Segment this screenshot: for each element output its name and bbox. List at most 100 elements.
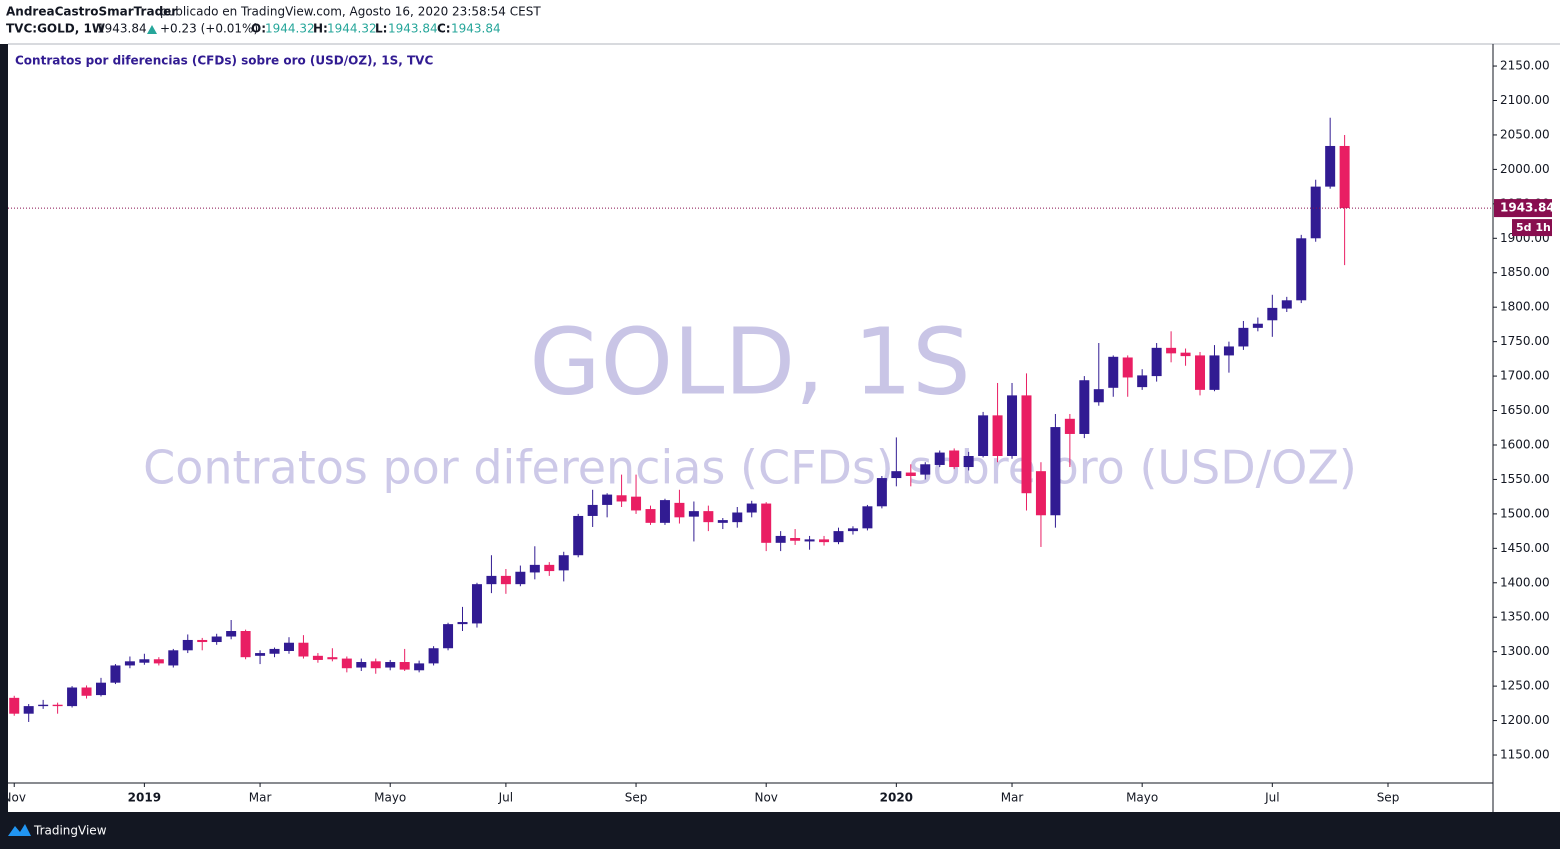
candle-body (804, 539, 815, 542)
candle-body (240, 631, 251, 658)
candle-body (385, 662, 396, 668)
x-tick-label: Mar (1001, 791, 1024, 805)
candle-body (1007, 395, 1018, 457)
y-tick-label: 1750.00 (1500, 334, 1550, 348)
open-label: O: (251, 22, 266, 36)
candle-body (95, 682, 106, 696)
x-tick-label: Jul (1264, 791, 1279, 805)
y-tick-label: 1600.00 (1500, 437, 1550, 451)
y-tick-label: 1250.00 (1500, 679, 1550, 693)
y-tick-label: 1400.00 (1500, 575, 1550, 589)
candle-body (1122, 357, 1133, 378)
y-tick-label: 2050.00 (1500, 127, 1550, 141)
candle-body (38, 704, 49, 707)
candle-body (645, 509, 656, 523)
candle-body (226, 631, 237, 637)
candle-body (1296, 238, 1307, 301)
y-tick-label: 1700.00 (1500, 369, 1550, 383)
close-value: 1943.84 (451, 22, 501, 36)
candle-body (703, 511, 714, 523)
x-tick-label: Mayo (374, 791, 406, 805)
y-tick-label: 1650.00 (1500, 403, 1550, 417)
candle-body (847, 528, 858, 532)
candle-body (269, 648, 280, 654)
candle-body (211, 636, 222, 643)
x-tick-label: Mar (249, 791, 272, 805)
low-value: 1943.84 (388, 22, 438, 36)
change: +0.23 (+0.01%) (160, 22, 258, 36)
candle-body (529, 564, 540, 573)
y-tick-label: 1800.00 (1500, 300, 1550, 314)
candle-body (674, 502, 685, 518)
candle-body (934, 452, 945, 465)
candle-body (399, 662, 410, 670)
candle-body (197, 639, 208, 643)
candle-body (963, 456, 974, 468)
candle-body (428, 648, 439, 664)
candle-body (616, 495, 627, 502)
candle-body (1325, 145, 1336, 187)
candle-body (9, 697, 20, 714)
x-tick-label: 2020 (880, 791, 913, 805)
candle-body (312, 655, 323, 660)
candle-body (1252, 323, 1263, 328)
y-tick-label: 2100.00 (1500, 93, 1550, 107)
candle-body (920, 464, 931, 475)
candle-body (544, 564, 555, 572)
candle-body (876, 478, 887, 507)
candle-body (819, 539, 830, 543)
candle-body (978, 415, 989, 457)
x-tick-label: Sep (1377, 791, 1400, 805)
candle-body (790, 537, 801, 541)
close-label: C: (437, 22, 451, 36)
candle-body (587, 504, 598, 516)
candle-body (1267, 307, 1278, 321)
candle-body (1021, 395, 1032, 494)
candle-body (356, 662, 367, 668)
x-tick-label: Mayo (1126, 791, 1158, 805)
up-arrow-icon (147, 25, 157, 34)
candle-body (602, 494, 613, 505)
candle-body (500, 575, 511, 585)
candle-body (1223, 346, 1234, 356)
last-price: 1943.84 (97, 22, 147, 36)
y-tick-label: 1500.00 (1500, 506, 1550, 520)
countdown-box (1512, 219, 1552, 237)
candle-body (515, 571, 526, 585)
x-tick-label: Jul (498, 791, 513, 805)
candle-body (573, 515, 584, 556)
high-label: H: (313, 22, 328, 36)
candle-body (457, 622, 468, 625)
candle-body (471, 584, 482, 624)
candle-body (23, 706, 34, 714)
candle-body (659, 500, 670, 523)
candle-body (775, 535, 786, 543)
candle-body (1137, 375, 1148, 388)
candle-body (139, 659, 150, 663)
candle-body (631, 496, 642, 511)
last-price-label: 1943.84 (1500, 201, 1555, 215)
candle-body (1195, 355, 1206, 390)
candle-body (255, 653, 266, 656)
y-tick-label: 1550.00 (1500, 472, 1550, 486)
x-tick-label: 2019 (128, 791, 161, 805)
candle-body (891, 471, 902, 479)
candle-body (298, 642, 309, 657)
candle-body (341, 658, 352, 669)
candle-body (168, 650, 179, 666)
author: AndreaCastroSmarTrader (6, 5, 177, 19)
candle-body (1035, 471, 1046, 516)
candle-body (833, 531, 844, 543)
x-tick-label: Sep (625, 791, 648, 805)
candle-body (327, 657, 338, 660)
candle-body (558, 555, 569, 571)
published: publicado en TradingView.com, Agosto 16,… (160, 5, 541, 19)
open-value: 1944.32 (265, 22, 315, 36)
candle-body (732, 512, 743, 523)
low-label: L: (375, 22, 387, 36)
candle-body (688, 511, 699, 517)
symbol: TVC:GOLD, 1W (6, 22, 105, 36)
